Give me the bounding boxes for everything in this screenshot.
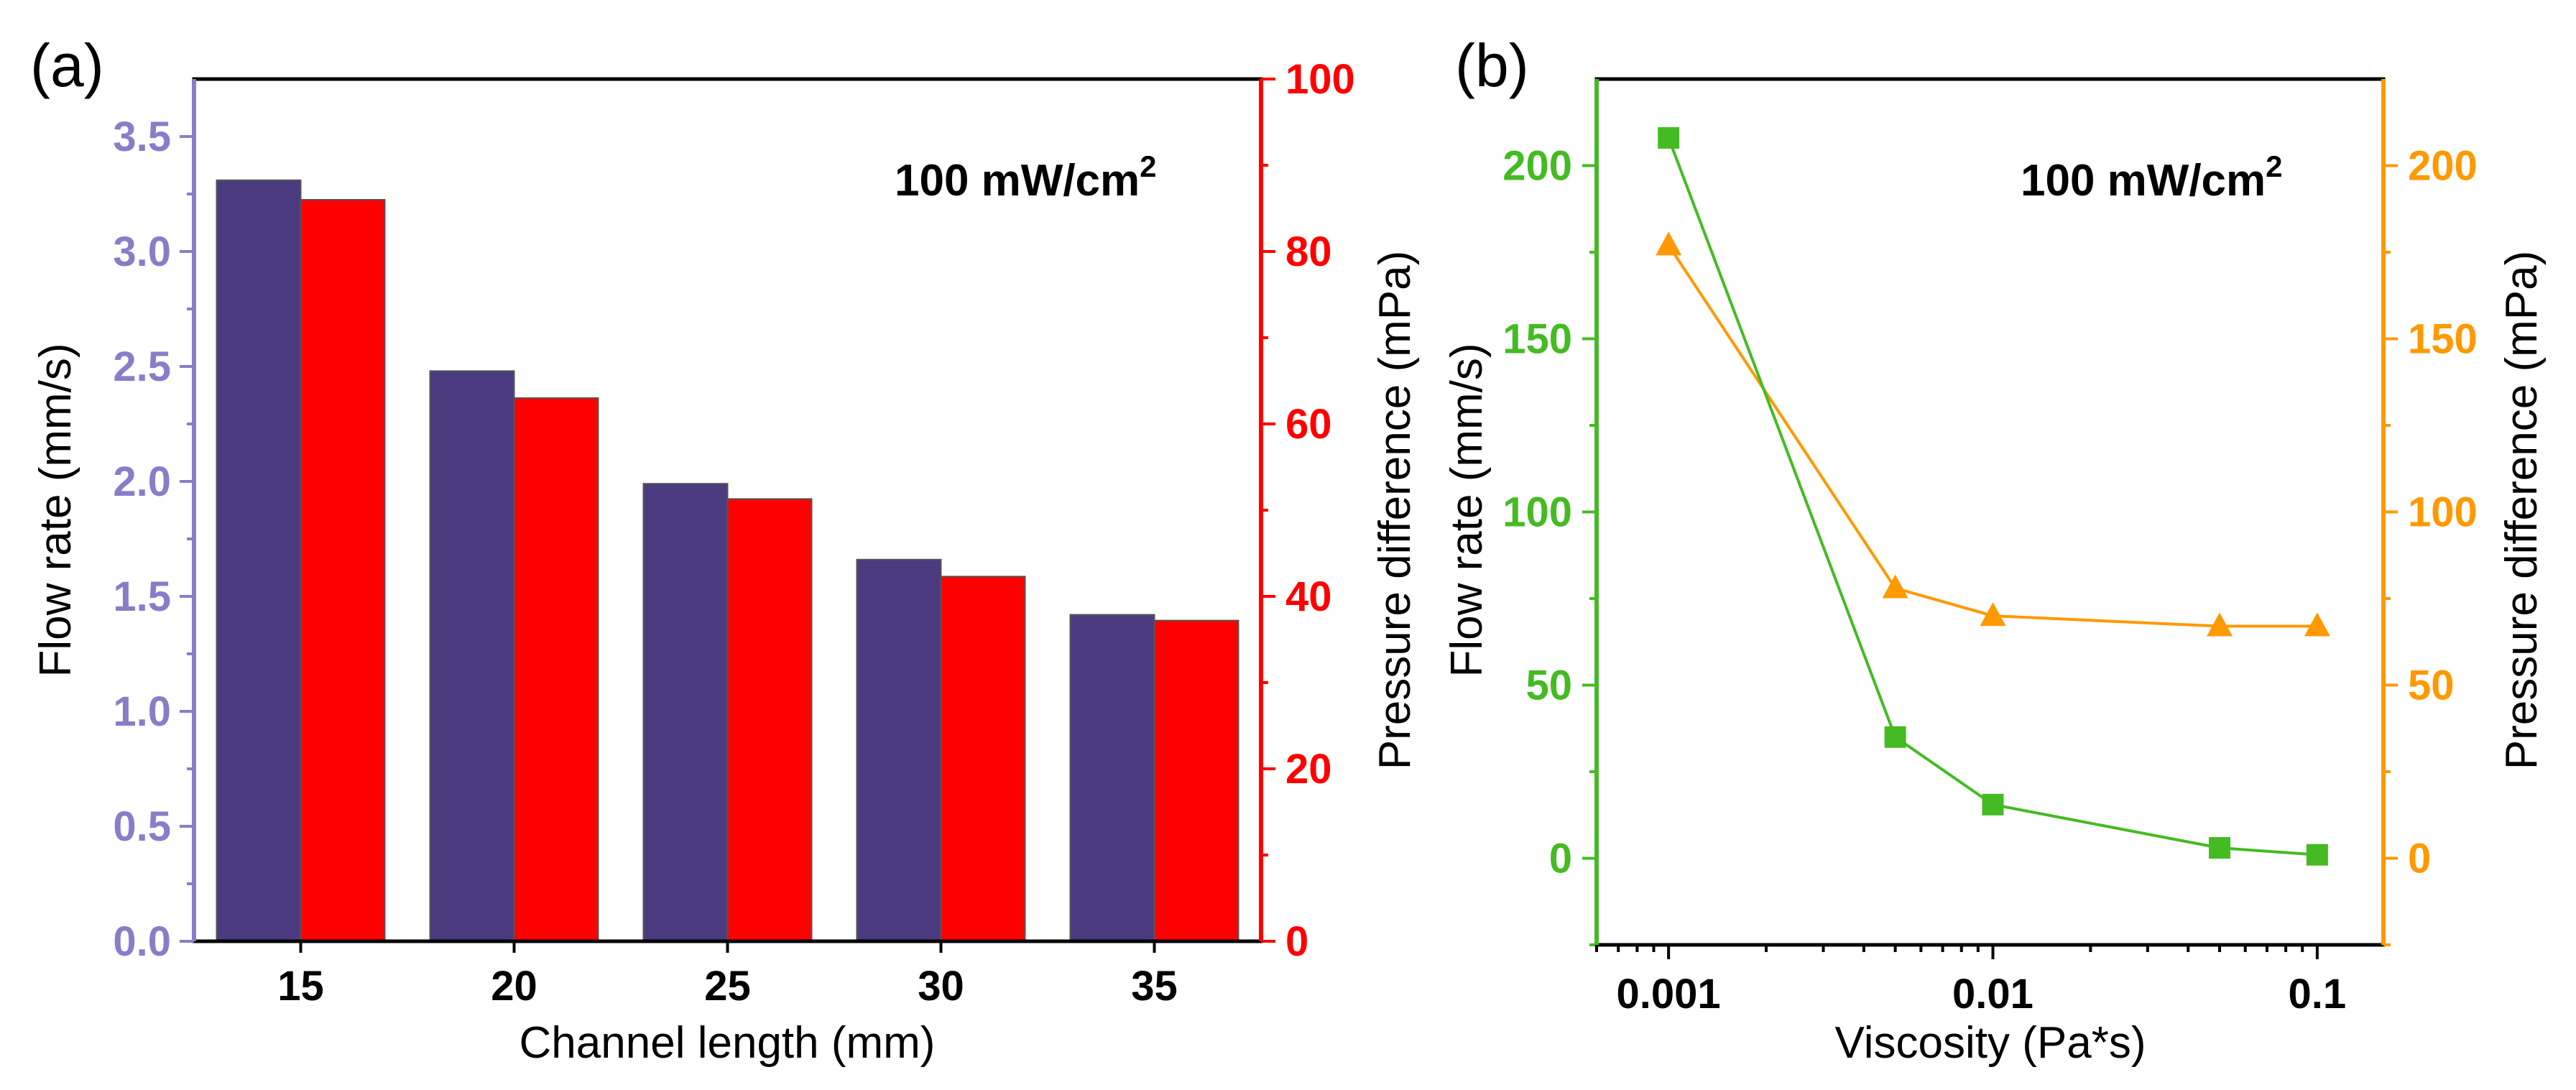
left-tick-label: 100	[1502, 489, 1572, 536]
pressure-point	[1882, 574, 1908, 599]
right-tick-label: 0	[1285, 918, 1308, 965]
flow-rate-bar	[1069, 614, 1155, 942]
flow-rate-point	[1982, 793, 2004, 816]
panel-a-bar-chart: (a) 0.0 0.5 1.0 1.5 2.0 2.5 3.0 3.5 0 20 40 60 80 10…	[30, 32, 1420, 1068]
panel-a-right-ticks: 0 20 40 60 80 100	[1261, 56, 1355, 965]
x-tick-label: 0.001	[1617, 971, 1721, 1017]
pressure-point	[1980, 602, 2006, 627]
panel-b-series	[1656, 126, 2330, 866]
right-tick-label: 0	[2408, 836, 2431, 882]
left-tick-label: 200	[1502, 143, 1572, 190]
panel-b-right-ticks: 0 50 100 150 200	[2383, 143, 2478, 946]
pressure-bar	[513, 397, 599, 942]
x-tick-label: 25	[704, 963, 751, 1010]
pressure-point	[2206, 612, 2233, 637]
panel-b-left-axis-title: Flow rate (mm/s)	[1442, 343, 1492, 678]
x-tick-label: 0.01	[1952, 971, 2033, 1017]
flow-rate-point	[1884, 726, 1906, 748]
panel-a-x-ticks: 15 20 25 30 35	[277, 941, 1178, 1010]
x-tick-label: 20	[491, 963, 537, 1010]
x-tick-label: 0.1	[2289, 971, 2347, 1017]
panel-b-x-axis-title: Viscosity (Pa*s)	[1835, 1018, 2146, 1068]
flow-rate-bar	[216, 179, 302, 942]
panel-a-left-ticks: 0.0 0.5 1.0 1.5 2.0 2.5 3.0 3.5	[113, 114, 194, 965]
left-tick-label: 2.0	[113, 458, 171, 505]
pressure-bar	[1153, 619, 1239, 942]
flow-rate-line	[1667, 137, 2318, 856]
flow-rate-point	[1658, 126, 1680, 149]
panel-a-right-axis-title: Pressure difference (mPa)	[1370, 251, 1420, 770]
panel-b-annotation: 100 mW/cm2	[2021, 149, 2283, 205]
panel-b-x-ticks: 0.001 0.01 0.1	[1595, 945, 2347, 1017]
right-tick-label: 60	[1285, 401, 1332, 448]
right-tick-label: 150	[2408, 316, 2478, 363]
right-tick-label: 200	[2408, 143, 2478, 190]
right-tick-label: 20	[1285, 746, 1332, 793]
left-tick-label: 3.0	[113, 228, 171, 275]
left-tick-label: 0.0	[113, 918, 171, 965]
left-tick-label: 3.5	[113, 114, 171, 160]
panel-b-right-axis-title: Pressure difference (mPa)	[2497, 251, 2547, 770]
x-tick-label: 30	[918, 963, 964, 1010]
panel-a-bars	[216, 179, 1239, 943]
panel-b-label: (b)	[1455, 32, 1529, 99]
left-tick-label: 150	[1502, 316, 1572, 363]
pressure-bar	[940, 576, 1026, 943]
flow-rate-bar	[642, 483, 729, 942]
flow-rate-bar	[856, 558, 942, 942]
pressure-point	[2304, 612, 2330, 637]
left-tick-label: 1.0	[113, 688, 171, 735]
right-tick-label: 100	[2408, 489, 2478, 536]
left-tick-label: 2.5	[113, 343, 171, 390]
flow-rate-point	[2306, 844, 2328, 866]
right-tick-label: 100	[1285, 56, 1355, 103]
panel-b-left-ticks: 0 50 100 150 200	[1502, 143, 1597, 946]
left-tick-label: 0	[1549, 836, 1572, 882]
flow-rate-bar	[429, 370, 515, 942]
right-tick-label: 50	[2408, 662, 2455, 709]
left-tick-label: 0.5	[113, 803, 171, 850]
panel-a-label: (a)	[30, 32, 104, 99]
right-tick-label: 40	[1285, 573, 1332, 620]
x-tick-label: 15	[277, 963, 324, 1010]
panel-a-annotation: 100 mW/cm2	[895, 149, 1157, 205]
pressure-line	[1667, 244, 2317, 628]
flow-rate-point	[2208, 837, 2230, 859]
left-tick-label: 50	[1525, 662, 1572, 709]
pressure-point	[1656, 231, 1682, 256]
right-tick-label: 80	[1285, 228, 1332, 275]
left-tick-label: 1.5	[113, 573, 171, 620]
panel-a-left-axis-title: Flow rate (mm/s)	[31, 343, 80, 678]
panel-a-x-axis-title: Channel length (mm)	[520, 1018, 936, 1068]
pressure-bar	[300, 199, 386, 942]
pressure-bar	[726, 498, 813, 942]
x-tick-label: 35	[1131, 963, 1178, 1010]
